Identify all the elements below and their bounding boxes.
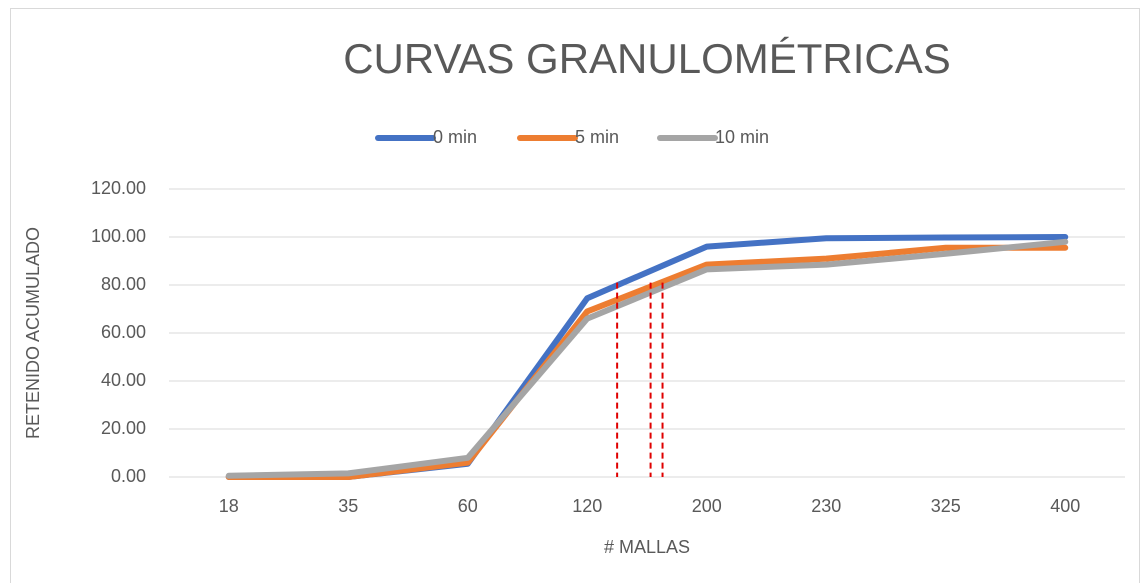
chart-title: CURVAS GRANULOMÉTRICAS	[343, 35, 951, 82]
x-axis-label: # MALLAS	[604, 537, 690, 557]
x-tick-label: 18	[219, 496, 239, 516]
series-line	[225, 238, 1069, 479]
legend-label: 10 min	[715, 127, 769, 147]
legend-label: 0 min	[433, 127, 477, 147]
y-tick-label: 20.00	[101, 418, 146, 438]
x-tick-label: 200	[692, 496, 722, 516]
x-tick-label: 60	[458, 496, 478, 516]
y-tick-label: 120.00	[91, 178, 146, 198]
y-axis-label: RETENIDO ACUMULADO	[23, 227, 43, 439]
y-tick-label: 60.00	[101, 322, 146, 342]
x-tick-label: 35	[338, 496, 358, 516]
chart-frame	[10, 8, 1140, 583]
x-tick-label: 120	[572, 496, 602, 516]
y-tick-label: 0.00	[111, 466, 146, 486]
legend-label: 5 min	[575, 127, 619, 147]
x-tick-label: 400	[1050, 496, 1080, 516]
series-line	[225, 244, 1069, 480]
x-tick-label: 230	[811, 496, 841, 516]
x-tick-label: 325	[931, 496, 961, 516]
y-tick-label: 40.00	[101, 370, 146, 390]
y-tick-label: 80.00	[101, 274, 146, 294]
y-tick-label: 100.00	[91, 226, 146, 246]
